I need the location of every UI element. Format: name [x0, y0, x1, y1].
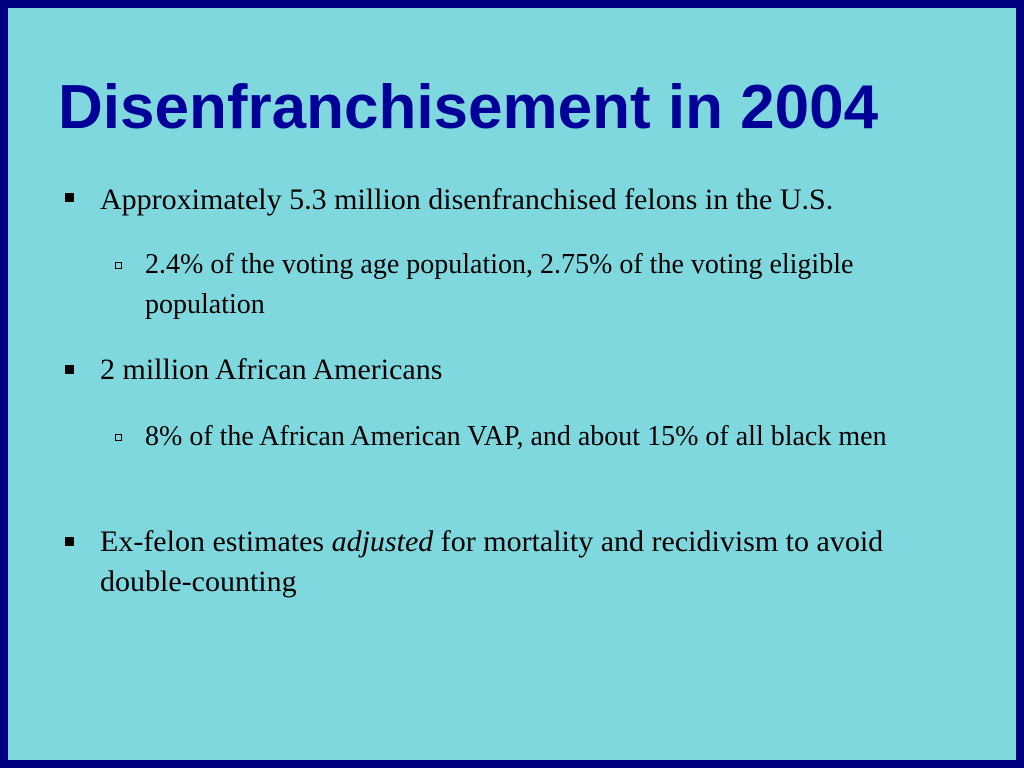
hollow-square-bullet-icon	[115, 434, 122, 441]
bullet-item: 2 million African Americans	[100, 350, 950, 390]
sub-bullet-text: 8% of the African American VAP, and abou…	[145, 421, 887, 452]
filled-square-bullet-icon	[65, 365, 74, 374]
bullet-text-emphasis: adjusted	[331, 525, 434, 558]
sub-bullet-text: 2.4% of the voting age population, 2.75%…	[145, 249, 854, 320]
filled-square-bullet-icon	[65, 193, 74, 202]
slide-title: Disenfranchisement in 2004	[58, 73, 879, 142]
bullet-text: 2 million African Americans	[100, 353, 443, 386]
hollow-square-bullet-icon	[115, 262, 122, 269]
bullet-text-end: for mortality and recidivism to avoid do…	[100, 525, 884, 598]
bullet-text-start: Ex-felon estimates	[100, 525, 332, 558]
bullet-text: Approximately 5.3 million disenfranchise…	[100, 183, 834, 216]
sub-bullet-item: 8% of the African American VAP, and abou…	[145, 417, 945, 457]
bullet-item: Approximately 5.3 million disenfranchise…	[100, 180, 950, 220]
bullet-item: Ex-felon estimates adjusted for mortalit…	[100, 522, 950, 602]
sub-bullet-item: 2.4% of the voting age population, 2.75%…	[145, 245, 945, 325]
filled-square-bullet-icon	[65, 537, 74, 546]
